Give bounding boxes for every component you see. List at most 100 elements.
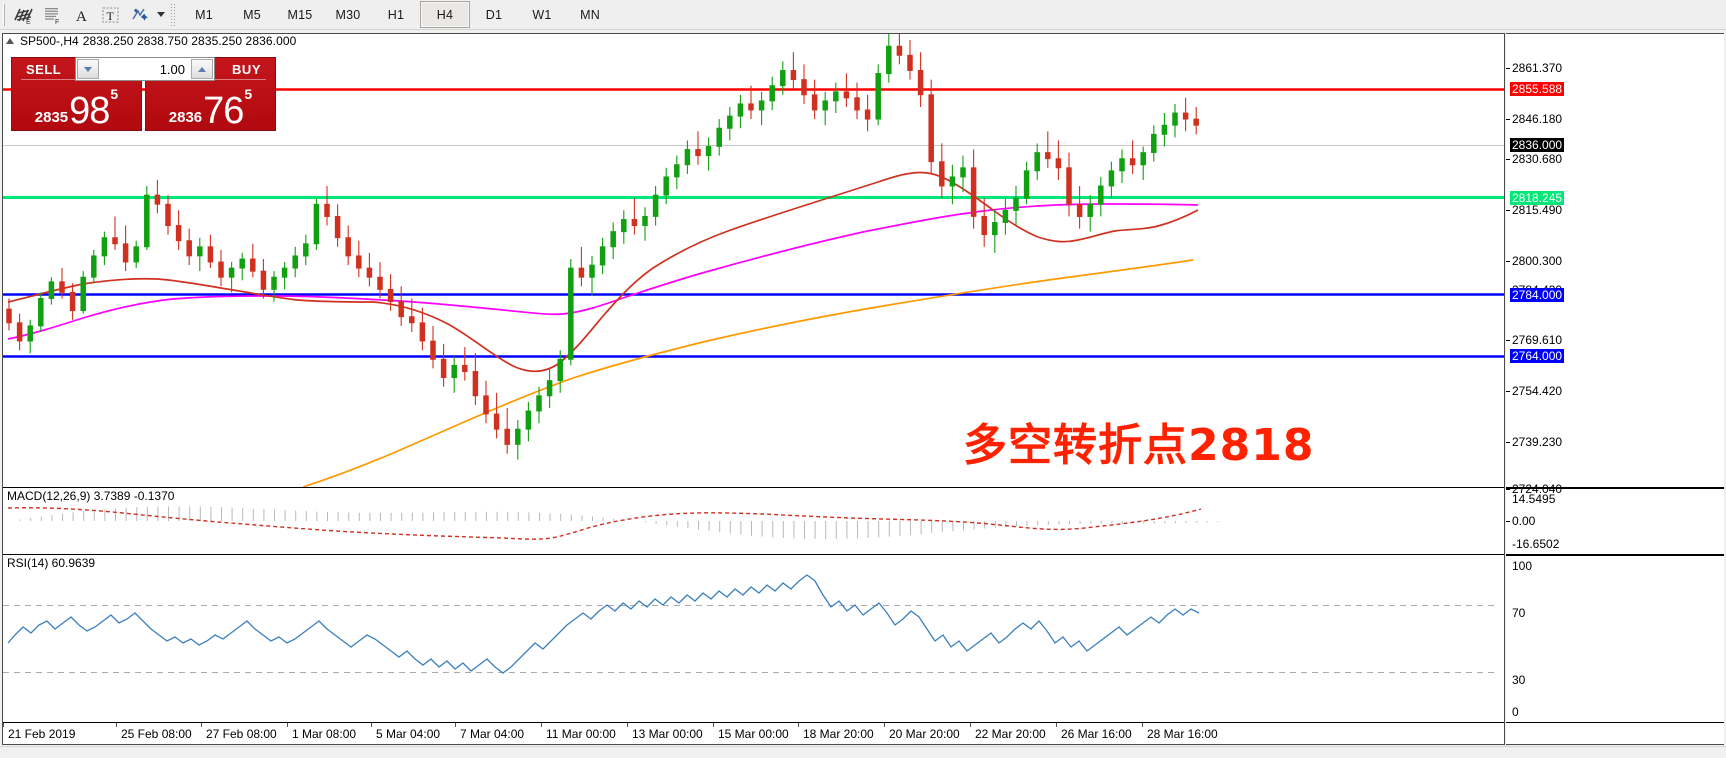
time-tick [1142,723,1143,727]
timeframe-toolbar-grip[interactable] [170,3,176,26]
sell-price-big: 98 [68,92,110,130]
time-tick [541,723,542,727]
time-label: 7 Mar 04:00 [460,727,524,741]
sell-price: 2835 98 5 [12,80,141,130]
objects-tool-icon[interactable] [125,2,154,27]
svg-text:T: T [106,9,114,23]
price-tick-label: 2800.300 [1512,254,1562,268]
chart-templates-icon[interactable]: F [38,2,67,27]
rsi-scale-label: 0 [1512,705,1519,719]
buy-price: 2836 76 5 [146,80,275,130]
time-label: 21 Feb 2019 [8,727,75,741]
price-tick [1506,119,1510,120]
macd-scale-label: -16.6502 [1512,537,1559,551]
price-tick [1506,68,1510,69]
one-click-trading-panel[interactable]: SELL 2835 98 5 BUY 2836 76 5 [11,57,276,131]
timeframe-h1[interactable]: H1 [372,2,420,27]
text-label-tool-icon[interactable]: T [96,2,125,27]
symbol-info-bar: SP500-,H4 2838.250 2838.750 2835.250 283… [3,34,1504,48]
time-label: 5 Mar 04:00 [376,727,440,741]
time-label: 13 Mar 00:00 [632,727,703,741]
timeframe-m1[interactable]: M1 [180,2,228,27]
time-tick [713,723,714,727]
price-tick [1506,391,1510,392]
macd-scale-label: 0.00 [1512,514,1535,528]
price-tick [1506,261,1510,262]
time-tick [455,723,456,727]
support-level-badge-1[interactable]: 2784.000 [1510,288,1564,302]
chart-indicators-icon[interactable]: E [9,2,38,27]
volume-decrease-button[interactable] [77,59,99,79]
rsi-scale-label: 30 [1512,673,1525,687]
price-tick-label: 2861.370 [1512,61,1562,75]
time-tick [970,723,971,727]
time-label: 26 Mar 16:00 [1061,727,1132,741]
macd-tick [1506,521,1510,522]
sell-label: SELL [26,61,61,78]
toolbar-grip[interactable] [3,4,7,26]
ohlc-values: 2838.250 2838.750 2835.250 2836.000 [83,34,297,48]
time-tick [798,723,799,727]
axis-divider [1506,722,1724,723]
time-tick [116,723,117,727]
time-label: 20 Mar 20:00 [889,727,960,741]
time-label: 27 Feb 08:00 [206,727,277,741]
chevron-down-icon [84,67,92,72]
time-label: 15 Mar 00:00 [718,727,789,741]
price-axis[interactable]: 2861.370 2855.588 2846.180 2836.000 2830… [1506,33,1724,745]
price-tick-label: 2815.490 [1512,203,1562,217]
price-tick-label: 2739.230 [1512,435,1562,449]
last-price-badge[interactable]: 2836.000 [1510,138,1564,152]
rsi-plot [3,555,1504,722]
macd-pane[interactable]: MACD(12,26,9) 3.7389 -0.1370 [3,488,1504,555]
price-tick [1506,489,1510,490]
price-tick-label: 2754.420 [1512,384,1562,398]
text-tool-icon[interactable]: A [67,2,96,27]
chevron-up-icon [198,67,206,72]
time-tick [201,723,202,727]
price-tick-label: 2769.610 [1512,333,1562,347]
time-label: 11 Mar 00:00 [546,727,616,741]
resistance-level-badge[interactable]: 2855.588 [1510,82,1564,96]
rsi-scale-label: 100 [1512,559,1532,573]
time-tick [884,723,885,727]
price-tick [1506,442,1510,443]
timeframe-mn[interactable]: MN [566,2,614,27]
collapse-triangle-icon[interactable] [6,38,14,44]
rsi-pane[interactable]: RSI(14) 60.9639 [3,555,1504,723]
volume-stepper[interactable]: 1.00 [75,57,215,81]
volume-input[interactable]: 1.00 [100,58,190,80]
time-label: 18 Mar 20:00 [803,727,874,741]
time-tick [627,723,628,727]
macd-label: MACD(12,26,9) 3.7389 -0.1370 [7,489,174,503]
time-axis: 21 Feb 2019 25 Feb 08:00 27 Feb 08:00 1 … [3,723,1504,744]
svg-text:A: A [76,9,87,25]
timeframe-d1[interactable]: D1 [470,2,518,27]
timeframe-w1[interactable]: W1 [518,2,566,27]
symbol-label: SP500-,H4 [20,34,79,48]
timeframe-m15[interactable]: M15 [276,2,324,27]
sell-price-point: 5 [110,80,118,101]
rsi-label: RSI(14) 60.9639 [7,556,95,570]
timeframe-m30[interactable]: M30 [324,2,372,27]
time-label: 25 Feb 08:00 [121,727,192,741]
chart-annotation-text: 多空转折点2818 [963,409,1314,473]
rsi-scale-label: 70 [1512,606,1525,620]
time-label: 1 Mar 08:00 [292,727,356,741]
chart-area[interactable]: SP500-,H4 2838.250 2838.750 2835.250 283… [2,33,1505,745]
buy-price-big: 76 [202,92,244,130]
main-toolbar: E F A T [0,0,1726,30]
price-tick-label: 2846.180 [1512,112,1562,126]
support-level-badge-2[interactable]: 2764.000 [1510,349,1564,363]
volume-increase-button[interactable] [191,59,213,79]
timeframe-h4[interactable]: H4 [420,1,470,28]
price-tick-label: 2830.680 [1512,152,1562,166]
axis-divider [1506,555,1724,556]
time-label: 22 Mar 20:00 [975,727,1046,741]
time-tick [3,723,4,727]
svg-text:E: E [26,19,31,25]
objects-dropdown-icon[interactable] [154,2,168,27]
timeframe-m5[interactable]: M5 [228,2,276,27]
price-tick [1506,159,1510,160]
